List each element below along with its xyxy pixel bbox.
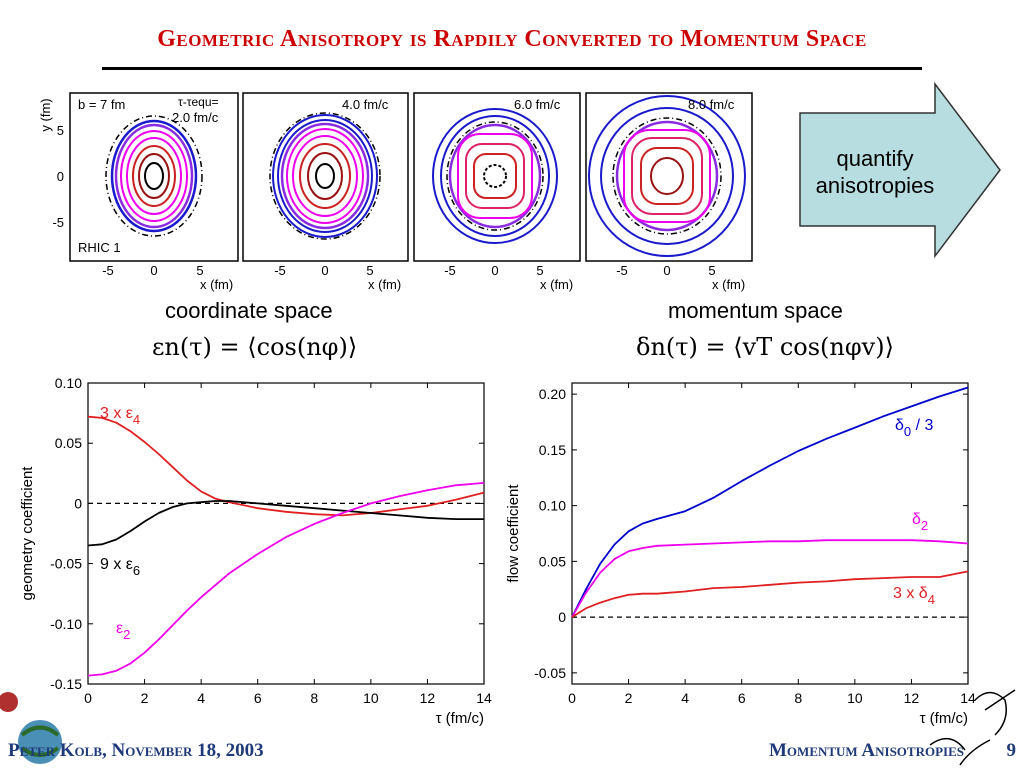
p4-xtick-0: 0 — [663, 263, 670, 278]
coordinate-formula: εn(τ) = ⟨cos(nφ)⟩ — [152, 333, 358, 361]
c2-ytick-label-0: 0.20 — [539, 386, 566, 402]
c1-xtick-label-6: 12 — [420, 690, 436, 706]
c1-x-axis-label: τ (fm/c) — [436, 710, 484, 727]
c2-plot-frame — [571, 382, 969, 685]
p1-xtick-5: 5 — [196, 263, 203, 278]
c2-x-axis-label: τ (fm/c) — [920, 710, 968, 727]
c1-series-line-2 — [87, 482, 485, 677]
c2-y-axis-label: flow coefficient — [505, 484, 522, 583]
p3-xtick-5: 5 — [536, 263, 543, 278]
c1-xtick-label-4: 8 — [310, 690, 318, 706]
footer-talk-title: Momentum Anisotropies — [769, 740, 964, 761]
c2-xtick-label-1: 2 — [625, 690, 633, 706]
c2-series-line-0 — [571, 386, 969, 618]
c2-xtick-label-6: 12 — [904, 690, 920, 706]
c2-series-line-1 — [571, 539, 969, 618]
arrow-text-line2: anisotropies — [815, 173, 935, 198]
c1-ytick-label-1: 0.05 — [55, 435, 82, 451]
p2-xtick-m5: -5 — [274, 263, 286, 278]
c1-xtick-label-2: 4 — [197, 690, 205, 706]
contour-panel-1: b = 7 fm τ-τequ= 2.0 fm/c RHIC 1 — [69, 92, 239, 262]
contour-panel-2: 4.0 fm/c — [242, 92, 409, 262]
page-number: 9 — [1006, 740, 1017, 761]
c2-ytick-label-5: -0.05 — [534, 665, 566, 681]
p3-xtick-m5: -5 — [444, 263, 456, 278]
c2-xtick-label-0: 0 — [568, 690, 576, 706]
panel1-tau-value: 2.0 fm/c — [172, 110, 219, 125]
p1-x-label: x (fm) — [200, 277, 233, 292]
p2-xtick-5: 5 — [366, 263, 373, 278]
arrow-text-line1: quantify — [836, 146, 914, 171]
c1-series-line-1 — [87, 500, 484, 547]
p4-x-label: x (fm) — [712, 277, 745, 292]
c2-xtick-label-7: 14 — [960, 690, 976, 706]
c1-series-label-0: 3 x ε4 — [100, 405, 140, 427]
contour-panel-4: 8.0 fm/c — [585, 92, 753, 262]
contour-y-label: y (fm) — [38, 98, 53, 131]
panel3-time: 6.0 fm/c — [514, 97, 561, 112]
footer-logo-red — [0, 692, 18, 712]
c2-ytick-label-1: 0.15 — [539, 442, 566, 458]
c2-xtick-label-3: 6 — [738, 690, 746, 706]
c1-xtick-label-0: 0 — [84, 690, 92, 706]
p2-xtick-0: 0 — [321, 263, 328, 278]
c1-ytick-label-4: -0.10 — [50, 616, 82, 632]
contour-ytick-0: 0 — [57, 169, 64, 184]
title-rule — [102, 67, 922, 70]
quantify-arrow — [799, 81, 1001, 259]
arrow-text: quantify anisotropies — [800, 145, 950, 199]
panel1-tag: RHIC 1 — [78, 240, 121, 255]
c1-plot-frame — [87, 382, 485, 685]
panel4-time: 8.0 fm/c — [688, 97, 735, 112]
panel1-tau-label: τ-τequ= — [178, 95, 219, 109]
c1-series-label-1: 9 x ε6 — [100, 556, 140, 578]
c1-ytick-label-0: 0.10 — [55, 375, 82, 391]
c1-series-line-0 — [87, 415, 485, 517]
c2-series-line-2 — [571, 570, 969, 618]
c1-ytick-label-2: 0 — [74, 495, 82, 511]
footer-author-date: Peter Kolb, November 18, 2003 — [8, 740, 264, 761]
c2-series-label-2: 3 x δ4 — [893, 585, 935, 607]
p1-xtick-m5: -5 — [102, 263, 114, 278]
p1-xtick-0: 0 — [150, 263, 157, 278]
c1-y-axis-label: geometry coefficient — [19, 466, 36, 601]
contour-panel-3: 6.0 fm/c — [413, 92, 581, 262]
c1-xtick-label-1: 2 — [141, 690, 149, 706]
c1-ytick-label-5: -0.15 — [50, 676, 82, 692]
contour-ytick-5: 5 — [57, 123, 64, 138]
c1-xtick-label-3: 6 — [254, 690, 262, 706]
p3-x-label: x (fm) — [540, 277, 573, 292]
momentum-space-label: momentum space — [668, 298, 843, 323]
c2-xtick-label-2: 4 — [681, 690, 689, 706]
c2-ytick-label-3: 0.05 — [539, 553, 566, 569]
contour-panels-figure: y (fm) 5 0 -5 b = 7 fm τ-τequ= 2.0 fm/c … — [38, 81, 1001, 292]
contour-ytick-m5: -5 — [52, 215, 64, 230]
c2-xtick-label-4: 8 — [794, 690, 802, 706]
c2-series-label-0: δ0 / 3 — [895, 417, 933, 439]
c1-ytick-label-3: -0.05 — [50, 556, 82, 572]
c2-xtick-label-5: 10 — [847, 690, 863, 706]
panel1-b-label: b = 7 fm — [78, 97, 125, 112]
p2-x-label: x (fm) — [368, 277, 401, 292]
p4-xtick-5: 5 — [708, 263, 715, 278]
c1-xtick-label-7: 14 — [476, 690, 492, 706]
slide-title: Geometric Anisotropy is Rapdily Converte… — [157, 26, 867, 52]
p3-xtick-0: 0 — [491, 263, 498, 278]
momentum-formula: δn(τ) = ⟨vT cos(nφv)⟩ — [636, 333, 894, 361]
c2-series-label-1: δ2 — [912, 511, 928, 533]
p4-xtick-m5: -5 — [616, 263, 628, 278]
panel2-time: 4.0 fm/c — [342, 97, 389, 112]
c2-ytick-label-4: 0 — [558, 609, 566, 625]
c2-ytick-label-2: 0.10 — [539, 498, 566, 514]
coordinate-space-label: coordinate space — [165, 298, 333, 323]
c1-series-label-2: ε2 — [116, 620, 130, 642]
c1-xtick-label-5: 10 — [363, 690, 379, 706]
